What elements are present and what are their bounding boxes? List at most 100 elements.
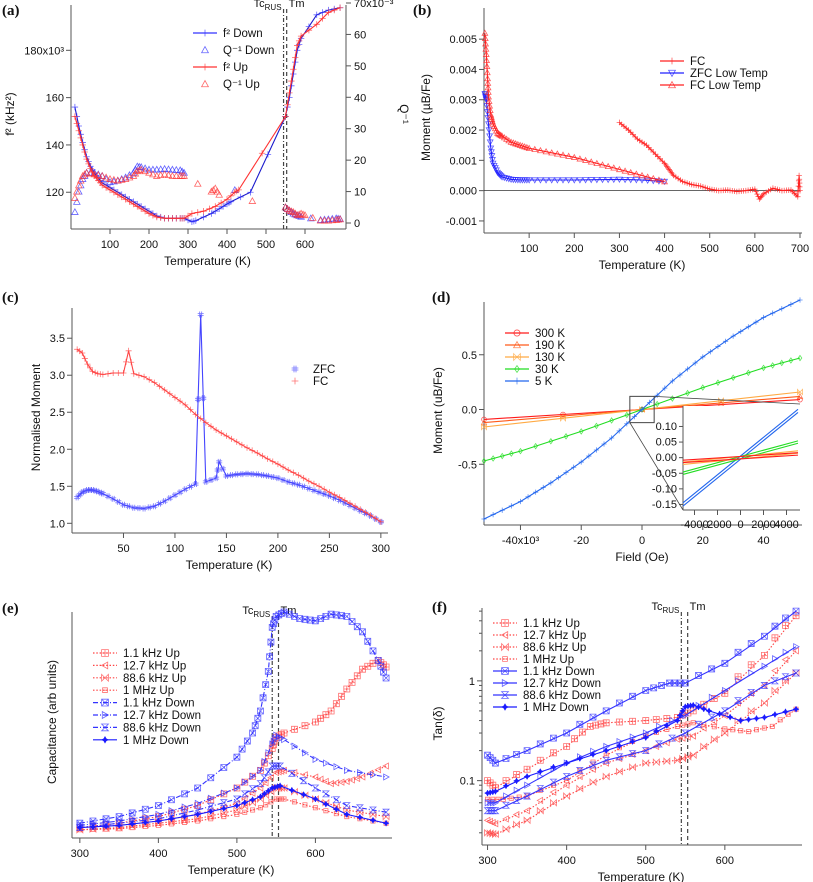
data-point <box>587 158 595 165</box>
data-point <box>734 648 742 656</box>
legend-label: 1 MHz Down <box>123 735 189 747</box>
y-right-tick-label: 10 <box>354 187 366 199</box>
data-point <box>336 494 343 501</box>
data-point <box>570 177 578 184</box>
data-point <box>146 376 153 383</box>
data-point <box>525 144 533 151</box>
data-point <box>797 354 803 362</box>
data-point <box>563 433 569 440</box>
inset-series-line <box>682 452 799 461</box>
data-point <box>240 790 249 798</box>
data-point <box>576 772 583 781</box>
data-point <box>629 692 636 700</box>
data-point <box>145 165 153 173</box>
data-point <box>548 149 556 156</box>
legend-item: 12.7 kHz Down <box>93 710 201 722</box>
data-point <box>181 816 188 825</box>
legend-label: 12.7 kHz Down <box>523 678 601 690</box>
data-point <box>99 490 106 497</box>
data-point <box>677 372 683 378</box>
data-point <box>738 728 744 734</box>
data-point <box>101 698 109 707</box>
data-point <box>563 469 569 476</box>
data-point <box>291 365 299 373</box>
data-point <box>631 414 638 420</box>
data-point <box>74 494 81 501</box>
data-point <box>265 749 273 757</box>
data-point <box>641 746 649 755</box>
data-point <box>487 145 495 152</box>
data-point <box>72 187 81 195</box>
data-point <box>299 777 308 785</box>
data-point <box>122 196 129 203</box>
data-point <box>502 782 510 790</box>
data-point <box>146 504 153 511</box>
y-tick-label: 1.5 <box>50 481 65 493</box>
data-point <box>301 722 309 730</box>
data-point <box>99 181 106 189</box>
data-point <box>168 171 177 179</box>
data-point <box>168 796 175 804</box>
data-point <box>674 723 680 729</box>
data-point <box>171 492 178 499</box>
data-point <box>563 792 571 801</box>
data-point <box>331 491 338 498</box>
annotation-text: Tm <box>289 0 305 10</box>
data-point <box>87 364 94 371</box>
data-point <box>486 133 494 140</box>
tc-rus-label: TcRUS <box>242 605 270 619</box>
data-point <box>155 822 161 828</box>
data-point <box>761 725 767 731</box>
data-point <box>685 721 691 727</box>
data-point <box>141 505 148 512</box>
x-tick-label: 500 <box>257 239 275 251</box>
data-point <box>249 796 257 804</box>
data-point <box>321 790 330 798</box>
data-point <box>679 707 687 715</box>
data-point <box>524 781 531 789</box>
data-point <box>692 360 698 366</box>
data-point <box>220 805 228 813</box>
data-point <box>513 329 521 337</box>
data-point <box>141 207 149 215</box>
legend-label: 130 K <box>535 352 565 364</box>
data-point <box>290 480 297 487</box>
panel-label: (e) <box>2 601 19 617</box>
legend-label: 1 MHz Down <box>523 702 589 714</box>
legend-label: 190 K <box>535 340 565 352</box>
tc-rus-label: TcRUS <box>254 0 282 12</box>
data-point <box>525 177 533 184</box>
data-point <box>79 350 86 357</box>
data-point <box>487 111 495 118</box>
y-tick-label: 0.5 <box>462 350 477 362</box>
x-tick-label: 300 <box>478 855 496 867</box>
x-tick-label: 300 <box>179 239 197 251</box>
y-tick-label: 1.0 <box>50 518 65 530</box>
data-point <box>486 139 494 146</box>
y-axis-label: Moment (µB/Fe) <box>419 74 433 161</box>
data-point <box>549 778 558 786</box>
data-point <box>772 655 779 663</box>
tm-label: Tm <box>289 0 305 10</box>
data-point <box>218 429 225 436</box>
data-point <box>602 707 610 715</box>
data-point <box>663 715 671 722</box>
data-point <box>305 478 312 485</box>
inset-y-tick-label: 0.00 <box>656 452 677 464</box>
data-point <box>571 735 578 743</box>
data-point <box>238 471 245 478</box>
inset-y-tick-label: -0.10 <box>652 483 677 495</box>
data-point <box>382 808 391 816</box>
y-tick-label: 2.0 <box>50 444 65 456</box>
data-point <box>599 161 606 168</box>
data-point <box>323 808 329 814</box>
x-tick-label: 500 <box>228 848 246 860</box>
data-point <box>332 796 341 804</box>
y-tick-label: 0.000 <box>449 186 477 198</box>
data-point <box>177 489 184 496</box>
legend-item: 12.7 kHz Up <box>93 660 186 672</box>
data-point <box>316 216 325 224</box>
x-tick-label: -40x10³ <box>502 535 540 547</box>
data-point <box>652 727 660 735</box>
